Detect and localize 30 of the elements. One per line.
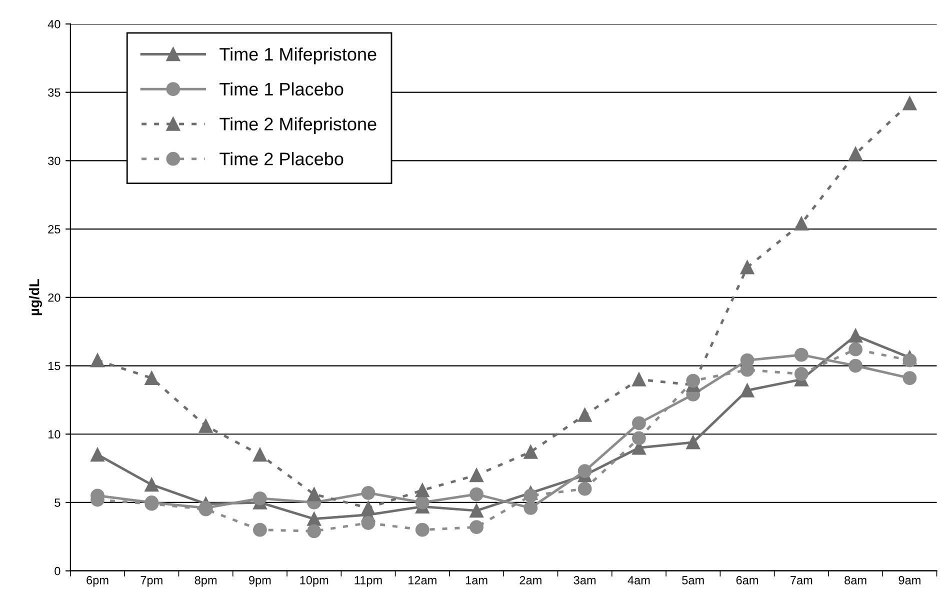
y-tick-label: 15	[48, 362, 60, 370]
x-tick-label: 8pm	[194, 576, 217, 587]
x-tick-label: 9pm	[249, 576, 271, 587]
y-tick-label: 0	[54, 566, 60, 576]
legend-label: Time 2 Mifepristone	[220, 117, 376, 134]
x-tick-label: 10pm	[300, 576, 328, 587]
legend-label: Time 2 Placebo	[220, 152, 344, 166]
legend-label: Time 1 Placebo	[220, 82, 344, 96]
x-tick-label: 4am	[628, 576, 650, 584]
x-tick-label: 11pm	[354, 576, 382, 587]
x-tick-label: 12am	[408, 576, 436, 584]
x-tick-label: 3am	[574, 576, 596, 584]
x-tick-label: 1am	[466, 576, 488, 584]
legend-label: Time 1 Mifepristone	[220, 47, 376, 64]
y-tick-label: 5	[54, 498, 60, 507]
y-tick-label: 35	[48, 88, 60, 97]
x-tick-label: 7pm	[140, 576, 162, 587]
y-tick-label: 30	[48, 156, 60, 166]
x-tick-label: 6pm	[86, 576, 108, 587]
y-tick-label: 25	[48, 225, 60, 234]
y-tick-label: 40	[48, 20, 60, 28]
y-tick-label: 20	[48, 293, 60, 302]
x-tick-label: 2am	[520, 576, 542, 584]
y-tick-label: 10	[48, 430, 60, 439]
x-tick-label: 6am	[736, 576, 758, 584]
x-tick-label: 9am	[898, 576, 920, 584]
x-tick-label: 5am	[682, 576, 704, 584]
x-tick-label: 7am	[790, 576, 812, 584]
x-tick-label: 8am	[844, 576, 866, 584]
y-axis-title: µg/dL	[29, 279, 42, 316]
